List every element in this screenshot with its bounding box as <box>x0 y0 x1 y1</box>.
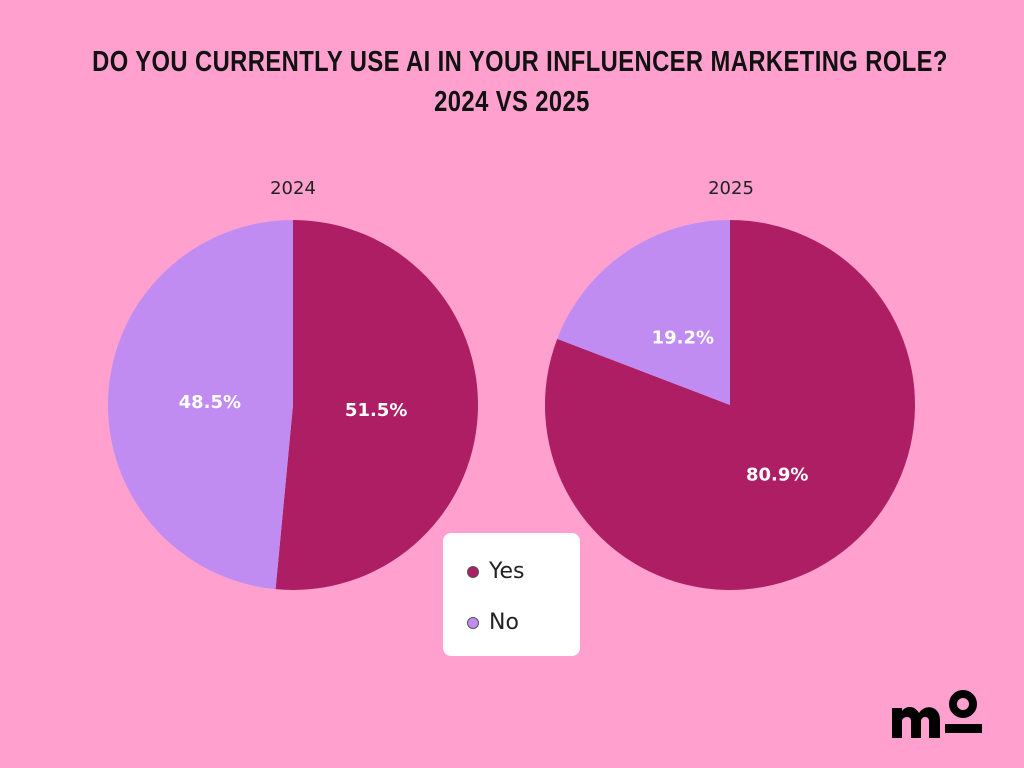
legend-item-no: No <box>467 610 519 635</box>
pie-2024-label-yes: 51.5% <box>345 400 407 421</box>
pie-2025-label-no: 19.2% <box>652 327 714 348</box>
legend: Yes No <box>443 533 580 656</box>
pie-2024-label-no: 48.5% <box>179 392 241 413</box>
pie-2025-slice-no <box>557 220 730 405</box>
pie-2025-label-yes: 80.9% <box>746 465 808 486</box>
pie-2025-slice-yes <box>545 220 916 590</box>
pie-2024-slice-no <box>107 220 294 590</box>
legend-swatch-yes <box>467 565 479 578</box>
brand-logo <box>888 690 984 744</box>
chart-title: DO YOU CURRENTLY USE AI IN YOUR INFLUENC… <box>92 42 948 122</box>
title-line-2: 2024 VS 2025 <box>434 86 590 118</box>
pie-title-2024: 2024 <box>270 178 316 199</box>
legend-label-yes: Yes <box>489 559 525 584</box>
legend-item-yes: Yes <box>467 559 525 584</box>
legend-swatch-no <box>467 616 479 629</box>
title-line-1: DO YOU CURRENTLY USE AI IN YOUR INFLUENC… <box>92 46 948 78</box>
pie-2024-slice-yes <box>275 220 478 590</box>
pie-title-2025: 2025 <box>708 178 754 199</box>
legend-label-no: No <box>489 610 519 635</box>
